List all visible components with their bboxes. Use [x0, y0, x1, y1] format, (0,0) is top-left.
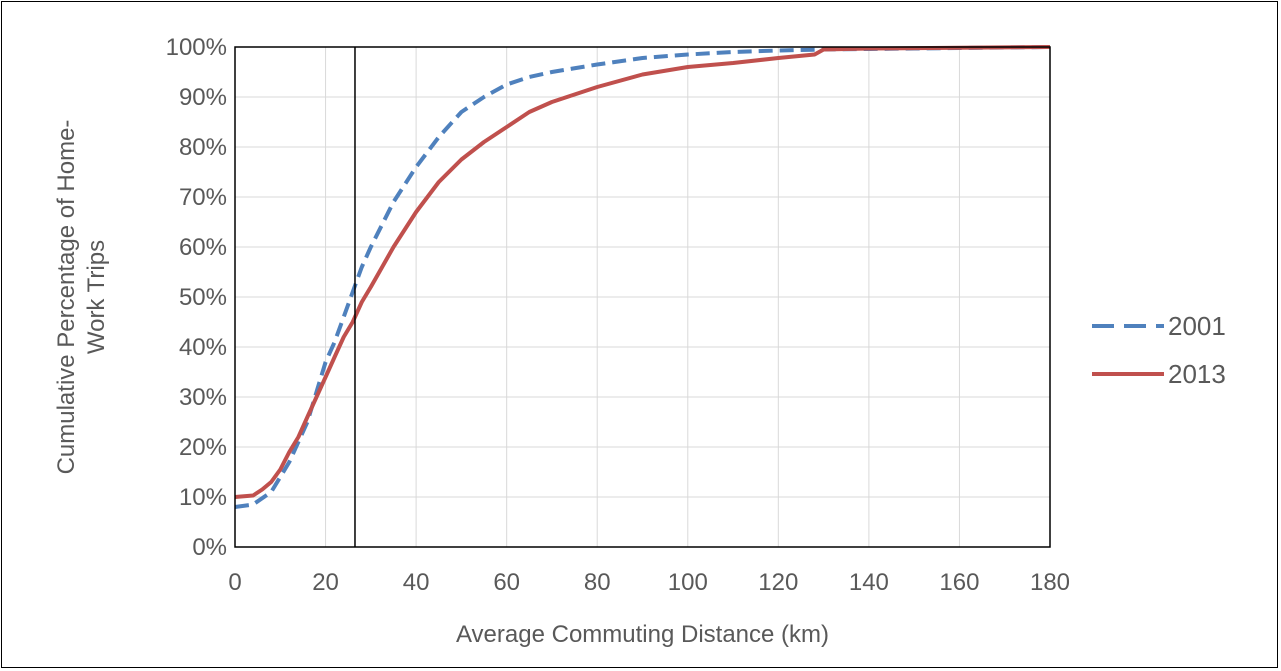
y-tick-label: 90% [179, 84, 227, 111]
grid-lines [234, 46, 1051, 548]
x-tick-label: 160 [939, 569, 979, 596]
axes-layer [234, 46, 1051, 548]
y-tick-label: 0% [192, 534, 227, 561]
y-axis-title-line: Cumulative Percentage of Home- [53, 120, 80, 475]
y-axis-title-line: Work Trips [83, 240, 110, 354]
legend-label-2001: 2001 [1168, 311, 1226, 341]
legend: 2001 2013 [1092, 311, 1226, 389]
series-layer [234, 45, 1051, 509]
tick-labels: 0% 10% 20% 30% 40% 50% 60% 70% 80% 90% 100% 0 20 40 60… [166, 34, 1070, 596]
y-tick-label: 50% [179, 284, 227, 311]
y-tick-label: 40% [179, 334, 227, 361]
legend-label-2013: 2013 [1168, 359, 1226, 389]
x-tick-label: 40 [403, 569, 430, 596]
y-tick-label: 70% [179, 184, 227, 211]
y-tick-label: 80% [179, 134, 227, 161]
series-line-2001 [234, 45, 1051, 509]
y-tick-label: 30% [179, 384, 227, 411]
x-tick-label: 0 [228, 569, 241, 596]
x-tick-label: 180 [1030, 569, 1070, 596]
series-line-2013 [234, 45, 1051, 499]
x-axis-title: Average Commuting Distance (km) [456, 621, 829, 648]
x-tick-label: 120 [758, 569, 798, 596]
y-tick-label: 10% [179, 484, 227, 511]
x-tick-label: 140 [849, 569, 889, 596]
y-tick-label: 60% [179, 234, 227, 261]
y-tick-label: 100% [166, 34, 227, 61]
x-tick-label: 60 [493, 569, 520, 596]
y-axis-title: Cumulative Percentage of Home- Work Trips [53, 120, 110, 475]
y-tick-label: 20% [179, 434, 227, 461]
plot-border [234, 46, 1051, 548]
x-tick-label: 80 [584, 569, 611, 596]
x-tick-label: 100 [668, 569, 708, 596]
x-tick-label: 20 [312, 569, 339, 596]
